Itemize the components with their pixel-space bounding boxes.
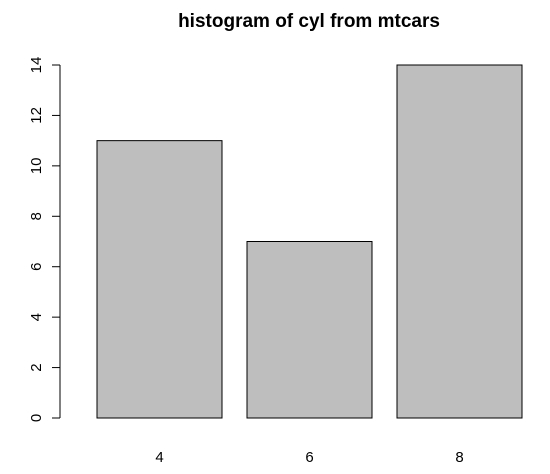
bar-4 bbox=[96, 140, 223, 419]
y-tick-label: 14 bbox=[28, 57, 45, 74]
x-axis-labels: 4 6 8 bbox=[155, 449, 463, 466]
x-category-label: 6 bbox=[305, 449, 313, 466]
chart-title: histogram of cyl from mtcars bbox=[178, 11, 440, 32]
y-tick-label: 8 bbox=[28, 212, 45, 220]
y-tick-label: 10 bbox=[28, 158, 45, 175]
y-tick-label: 6 bbox=[28, 263, 45, 271]
bar-8 bbox=[396, 64, 523, 419]
y-tick-label: 2 bbox=[28, 363, 45, 371]
y-tick-label: 0 bbox=[28, 414, 45, 422]
y-axis: 0 2 4 6 8 10 12 14 bbox=[28, 57, 60, 422]
y-tick-label: 12 bbox=[28, 107, 45, 124]
bar-6 bbox=[246, 241, 373, 419]
x-category-label: 8 bbox=[455, 449, 463, 466]
bars-group bbox=[96, 64, 523, 419]
y-tick-label: 4 bbox=[28, 313, 45, 321]
x-category-label: 4 bbox=[155, 449, 163, 466]
